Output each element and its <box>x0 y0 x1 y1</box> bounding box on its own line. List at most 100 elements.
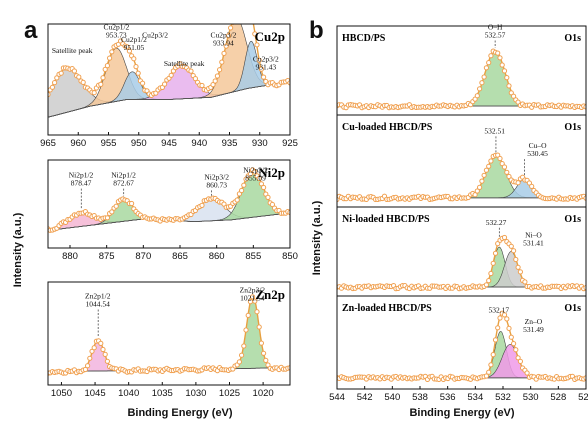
cu2p-data-point <box>52 80 58 86</box>
o1s_ps-peak-annotation-1: O–H 532.57 <box>485 23 506 40</box>
cu2p-data-point <box>102 66 108 73</box>
o1s_ps-data-point <box>483 65 489 71</box>
o1s_ps-data-point <box>508 90 514 96</box>
o1s_ni-data-point <box>492 250 499 256</box>
o1s_cu-data-point <box>583 195 586 201</box>
o1s_ni-data-point <box>483 282 489 288</box>
o1s_ps-sample-title: HBCD/PS <box>342 33 386 44</box>
cu2p-data-point <box>188 68 194 74</box>
o1s_ps-element-label: O1s <box>564 33 581 44</box>
zn2p-data-point <box>100 346 106 353</box>
zn2p-peak-annotation-1: Zn2p1/2 1044.54 <box>85 291 111 308</box>
o1s_cu-envelope-line <box>337 154 586 199</box>
o1s_cu-sample-title: Cu-loaded HBCD/PS <box>342 122 433 133</box>
o1s_ps-data-point <box>481 74 487 80</box>
cu2p-data-point <box>235 12 239 16</box>
zn2p-component-peak-2 <box>48 295 290 372</box>
ni2p-tick-label: 860 <box>209 251 225 262</box>
o1s_zn-tick-label: 542 <box>357 392 373 403</box>
cu2p-data-point <box>261 74 267 80</box>
cu2p-data-point <box>225 33 231 39</box>
ni2p-data-point <box>104 215 111 221</box>
o1s_ps-data-point <box>486 60 492 66</box>
o1s_ni-data-point <box>501 234 508 241</box>
cu2p-data-point <box>233 15 237 19</box>
zn2p-data-point <box>91 345 97 351</box>
o1s_zn-tick-label: 540 <box>384 392 400 403</box>
o1s_ni-data-point <box>488 270 494 277</box>
o1s_zn-tick-label: 534 <box>467 392 483 403</box>
cu2p-data-point <box>98 81 104 88</box>
zn2p-data-point <box>254 309 260 315</box>
ni2p-data-point <box>113 203 119 209</box>
cu2p-data-point <box>214 73 220 79</box>
zn2p-data-point <box>256 324 262 330</box>
o1s_ni-element-label: O1s <box>564 214 581 225</box>
o1s_ps-data-point <box>474 93 480 99</box>
zn2p-title: Zn2p <box>255 287 285 302</box>
cu2p-tick-label: 925 <box>282 138 298 149</box>
o1s_ni-data-point <box>513 256 519 263</box>
o1s_zn-data-point <box>492 337 499 343</box>
cu2p-data-point <box>131 56 137 62</box>
zn2p-tick-label: 1050 <box>51 388 72 399</box>
y-axis-label-a: Intensity (a.u.) <box>12 212 24 287</box>
o1s_zn-data-point <box>488 362 494 368</box>
zn2p-data-point <box>85 363 91 369</box>
zn2p-data-point <box>239 352 245 358</box>
zn2p-data-point <box>263 357 269 363</box>
o1s_zn-data-point <box>483 373 489 379</box>
o1s_cu-data-point <box>504 169 510 175</box>
o1s_zn-data-point <box>495 325 501 331</box>
cu2p-data-point <box>254 42 260 48</box>
zn2p-data-point <box>82 366 89 373</box>
o1s_ni-data-point <box>522 279 528 285</box>
cu2p-data-point <box>228 25 234 31</box>
zn2p-data-point <box>104 358 111 364</box>
o1s_cu-data-point <box>499 161 505 167</box>
o1s_zn-tick-label: 538 <box>412 392 428 403</box>
cu2p-data-point <box>109 49 115 55</box>
o1s_ps-data-point <box>506 83 512 89</box>
o1s_ps-data-point <box>499 62 505 68</box>
o1s_zn-data-point <box>513 347 519 353</box>
o1s_cu-data-point <box>472 192 478 198</box>
cu2p-title: Cu2p <box>255 29 285 44</box>
x-axis-label-b: Binding Energy (eV) <box>409 407 514 419</box>
zn2p-tick-label: 1045 <box>84 388 105 399</box>
cu2p-data-point <box>223 43 229 49</box>
cu2p-data-point <box>107 55 113 61</box>
cu2p-data-point <box>242 7 246 11</box>
zn2p-data-point <box>261 350 267 356</box>
cu2p-tick-label: 955 <box>101 138 117 149</box>
cu2p-data-point <box>135 70 141 76</box>
cu2p-data-point <box>256 57 262 63</box>
o1s_zn-tick-label: 528 <box>550 392 566 403</box>
cu2p-data-point <box>100 75 106 81</box>
ni2p-tick-label: 855 <box>245 251 261 262</box>
cu2p-data-point <box>219 59 225 65</box>
o1s_ni-panel: Ni-loaded HBCD/PS O1s 532.27 Ni–O 531.41 <box>336 206 587 297</box>
o1s_zn-frame <box>336 295 587 390</box>
ni2p-panel: 880 875 870 865 860 855 850 Ni2p Ni2p1/2 878.47 Ni… <box>47 159 298 262</box>
o1s_cu-data-point <box>483 167 489 173</box>
ni2p-peak-annotation-4: Ni2p3/2 855.09 <box>243 165 268 182</box>
o1s_zn-data-point <box>506 325 512 331</box>
o1s_zn-data-point <box>504 316 510 322</box>
zn2p-tick-label: 1035 <box>152 388 173 399</box>
o1s_cu-panel: Cu-loaded HBCD/PS O1s 532.51 Cu–O 530.45 <box>336 114 587 208</box>
o1s_ni-peak-annotation-1: 532.27 <box>486 218 507 227</box>
ni2p-data-point <box>234 197 240 203</box>
ni2p-data-point <box>109 209 115 215</box>
panel-label-a: a <box>24 17 38 44</box>
zn2p-data-point <box>258 340 264 346</box>
o1s_cu-data-point <box>481 172 487 178</box>
o1s_zn-data-point <box>515 355 521 361</box>
o1s_cu-data-point <box>497 155 503 162</box>
cu2p-data-point <box>80 79 86 86</box>
cu2p-peak-annotation-6: Cu2p3/2 933.94 <box>211 30 237 47</box>
ni2p-data-point <box>261 184 267 191</box>
zn2p-data-point <box>245 312 251 318</box>
ni2p-peak-annotation-3: Ni2p3/2 860.73 <box>204 172 229 189</box>
